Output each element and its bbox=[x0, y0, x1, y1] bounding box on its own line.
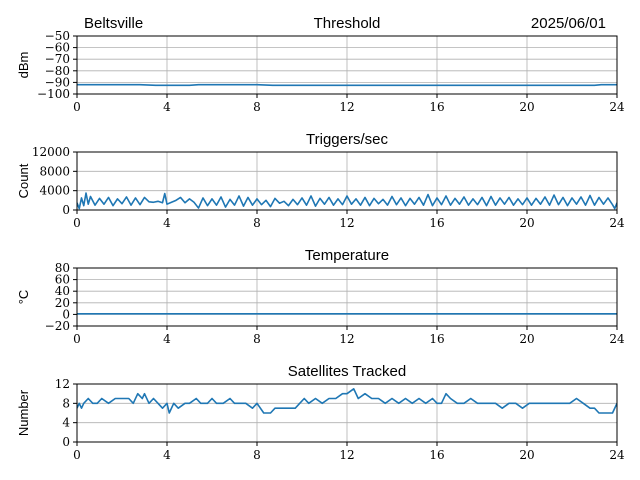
y-tick-label: 40 bbox=[55, 284, 70, 298]
x-tick-label: 16 bbox=[429, 448, 444, 462]
x-tick-label: 12 bbox=[339, 216, 354, 230]
x-tick-label: 8 bbox=[253, 332, 261, 346]
series-line-1 bbox=[77, 192, 617, 210]
x-tick-label: 16 bbox=[429, 332, 444, 346]
y-tick-label: 0 bbox=[62, 435, 70, 449]
x-tick-label: 0 bbox=[73, 448, 81, 462]
y-axis-label: Number bbox=[16, 389, 31, 436]
y-tick-label: 8 bbox=[62, 396, 70, 410]
series-line-1 bbox=[77, 388, 617, 414]
y-axis-label: dBm bbox=[16, 52, 31, 79]
x-tick-label: 16 bbox=[429, 100, 444, 114]
y-tick-label: 8000 bbox=[39, 164, 70, 178]
panels-group: 0 4 8 12 16 20 24 −100−90−80−70−60−50 Threshold d… bbox=[16, 15, 625, 462]
x-tick-label: 4 bbox=[163, 332, 171, 346]
y-tick-label: 4 bbox=[62, 416, 70, 430]
chart-panel-2: 0 4 8 12 16 20 24 0 4000 8000 12000 Triggers/sec Cou… bbox=[16, 131, 625, 230]
x-tick-label: 20 bbox=[519, 100, 534, 114]
x-tick-label: 16 bbox=[429, 216, 444, 230]
location-label: Beltsville bbox=[84, 15, 143, 32]
y-tick-label: 80 bbox=[55, 261, 70, 275]
x-tick-label: 0 bbox=[73, 100, 81, 114]
x-tick-label: 0 bbox=[73, 332, 81, 346]
y-tick-label: 0 bbox=[62, 203, 70, 217]
x-tick-label: 20 bbox=[519, 332, 534, 346]
x-tick-label: 4 bbox=[163, 100, 171, 114]
x-tick-label: 0 bbox=[73, 216, 81, 230]
x-tick-label: 12 bbox=[339, 332, 354, 346]
x-tick-label: 24 bbox=[609, 216, 625, 230]
chart-panel-1: 0 4 8 12 16 20 24 −100−90−80−70−60−50 Threshold d… bbox=[16, 15, 625, 114]
y-tick-label: 12000 bbox=[32, 145, 70, 159]
x-tick-label: 24 bbox=[609, 332, 625, 346]
panel-title: Satellites Tracked bbox=[288, 363, 406, 380]
x-tick-label: 8 bbox=[253, 216, 261, 230]
panel-title: Triggers/sec bbox=[306, 131, 388, 148]
y-tick-label: −20 bbox=[45, 319, 70, 333]
date-label: 2025/06/01 bbox=[531, 15, 606, 32]
x-tick-label: 4 bbox=[163, 448, 171, 462]
y-tick-label: 20 bbox=[55, 296, 70, 310]
y-tick-label: −50 bbox=[45, 29, 70, 43]
y-tick-label: 0 bbox=[62, 307, 70, 321]
y-tick-label: −90 bbox=[45, 75, 70, 89]
x-tick-label: 12 bbox=[339, 100, 354, 114]
panel-title: Temperature bbox=[305, 247, 389, 264]
x-tick-label: 24 bbox=[609, 448, 625, 462]
x-tick-label: 20 bbox=[519, 448, 534, 462]
x-tick-label: 24 bbox=[609, 100, 625, 114]
x-tick-label: 20 bbox=[519, 216, 534, 230]
y-axis-label: Count bbox=[16, 163, 31, 198]
y-tick-label: −100 bbox=[37, 87, 70, 101]
panel-title: Threshold bbox=[314, 15, 381, 32]
x-tick-label: 8 bbox=[253, 448, 261, 462]
y-tick-label: 12 bbox=[55, 377, 70, 391]
y-tick-label: 60 bbox=[55, 273, 70, 287]
x-tick-label: 4 bbox=[163, 216, 171, 230]
y-tick-label: 4000 bbox=[39, 184, 70, 198]
x-tick-label: 8 bbox=[253, 100, 261, 114]
y-tick-label: −70 bbox=[45, 52, 70, 66]
y-tick-label: −60 bbox=[45, 41, 70, 55]
y-tick-label: −80 bbox=[45, 64, 70, 78]
series-line-1 bbox=[77, 83, 617, 87]
y-axis-label: °C bbox=[16, 290, 31, 305]
x-tick-label: 12 bbox=[339, 448, 354, 462]
chart-panel-4: 0 4 8 12 16 20 24 0 4 8 12 Satellites Tracked Number bbox=[16, 363, 625, 462]
